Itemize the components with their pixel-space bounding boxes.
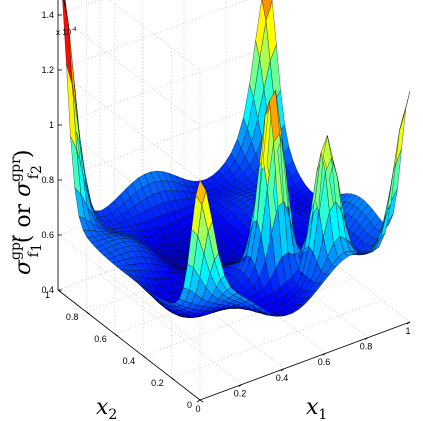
x1-axis-line [199, 321, 411, 401]
z-tick-label: 1.2 [41, 65, 54, 75]
x1-tick-mark [280, 368, 285, 372]
x1-tick-mark [238, 384, 243, 387]
grid-line [57, 14, 201, 126]
surface-patch [399, 90, 411, 131]
x2-tick-label: 0.2 [151, 378, 164, 388]
x2-tick-mark [171, 377, 175, 381]
z-tick-label: 0.4 [41, 285, 54, 295]
grid-line [57, 0, 248, 71]
x2-axis-label: x2 [96, 395, 117, 421]
grid-line [57, 101, 269, 181]
grid-line [57, 46, 269, 126]
z-tick-label: 1 [49, 120, 54, 130]
x1-tick-mark [322, 352, 327, 356]
x2-tick-mark [114, 333, 119, 337]
x1-tick-mark [364, 337, 369, 340]
x1-tick-mark [406, 321, 411, 325]
x1-tick-label: 1 [405, 326, 410, 336]
x1-tick-label: 0.2 [234, 388, 247, 398]
surface-mesh [62, 0, 411, 318]
z-axis-label: σgpr f1( or σgpr f2 ) [8, 150, 45, 275]
x1-tick-label: 0 [195, 404, 200, 414]
x2-tick-label: 0.4 [123, 356, 136, 366]
z-tick-label: 0.6 [41, 230, 54, 240]
x2-tick-mark [86, 311, 90, 315]
x1-tick-label: 0.4 [276, 373, 289, 383]
x1-tick-mark [196, 399, 201, 403]
x2-tick-mark [199, 399, 204, 403]
z-tick-label: 1.4 [41, 10, 54, 20]
grid-line [109, 0, 201, 71]
x2-tick-label: 1 [45, 290, 50, 300]
tick-labels: 00.20.40.60.8100.20.40.60.810.40.60.811.… [41, 10, 410, 414]
x1-tick-label: 0.8 [360, 342, 373, 352]
axes-frame [57, 0, 411, 403]
x1-axis-label: x1 [306, 395, 327, 421]
x2-tick-label: 0 [187, 400, 192, 410]
x1-tick-label: 0.6 [318, 357, 331, 367]
z-scale-label: x 10-4 [56, 27, 77, 37]
grid-line [57, 0, 100, 16]
x2-tick-label: 0.8 [66, 312, 79, 322]
grid-line [143, 277, 354, 357]
x2-tick-mark [142, 355, 147, 359]
x2-tick-label: 0.6 [94, 334, 107, 344]
grid-line [171, 299, 382, 379]
x2-axis-line [57, 289, 201, 401]
z-tick-label: 0.8 [41, 175, 54, 185]
